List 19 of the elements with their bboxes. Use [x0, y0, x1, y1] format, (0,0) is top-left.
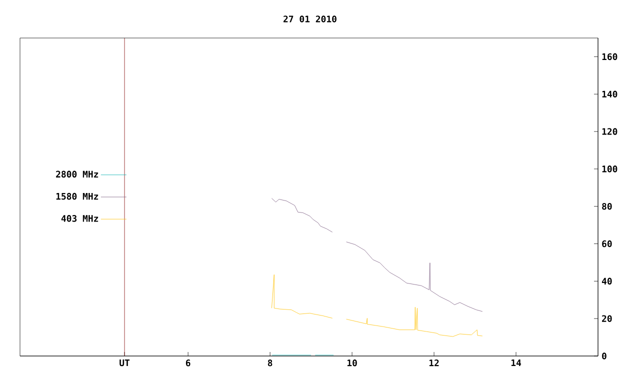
chart-title: 27 01 2010: [284, 16, 336, 22]
y-tick-label: 0: [602, 352, 606, 360]
legend-label: 2800 MHz: [56, 170, 98, 178]
y-tick-label: 40: [602, 278, 612, 285]
x-tick-label: 12: [429, 360, 439, 366]
y-tick-label: 120: [602, 128, 618, 135]
y-tick-label: 100: [602, 166, 618, 172]
legend-label: 403 MHz: [61, 215, 98, 222]
x-tick-label: 14: [511, 360, 522, 366]
legend-label: 1580 MHz: [56, 192, 98, 200]
y-tick-label: 80: [602, 202, 612, 210]
x-tick-label: UT: [120, 360, 130, 366]
x-tick-label: 8: [268, 360, 272, 366]
x-tick-label: 6: [186, 360, 190, 366]
y-tick-label: 160: [602, 53, 618, 60]
y-tick-label: 140: [602, 90, 618, 98]
y-tick-label: 60: [602, 240, 612, 248]
y-tick-label: 20: [602, 315, 612, 322]
x-tick-label: 10: [347, 360, 357, 366]
